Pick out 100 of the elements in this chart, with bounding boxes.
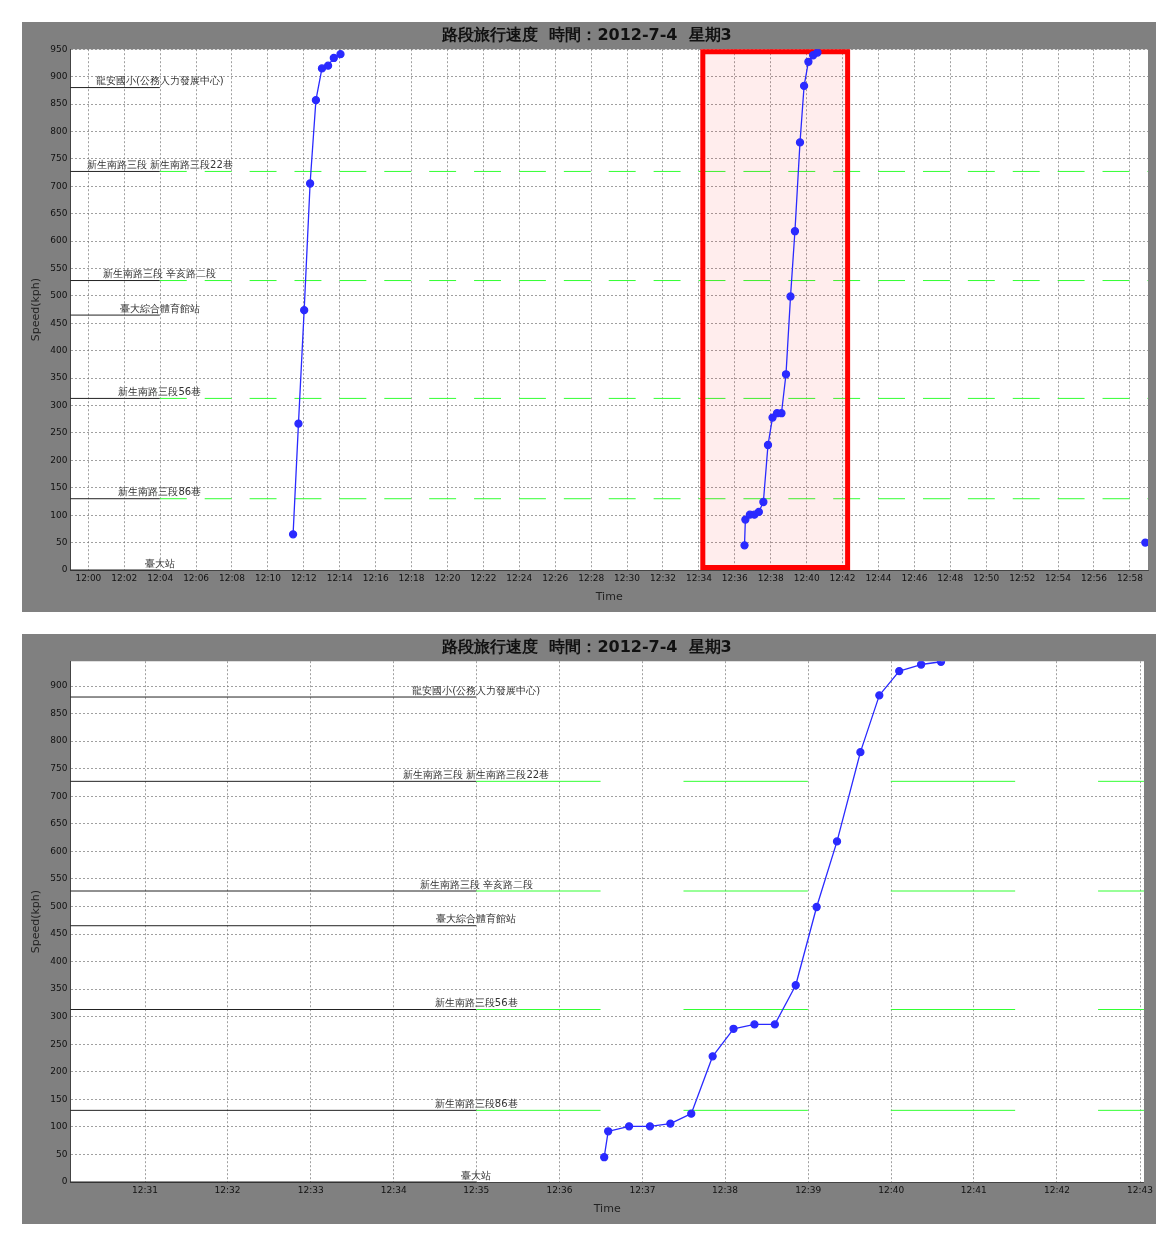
point xyxy=(781,370,791,379)
point xyxy=(288,530,298,539)
y-tick-label: 500 xyxy=(50,290,68,301)
x-tick-label: 12:56 xyxy=(1080,572,1108,583)
y-tick-label: 200 xyxy=(50,1066,68,1077)
x-tick-label: 12:32 xyxy=(649,572,676,583)
point xyxy=(856,747,865,757)
x-tick-label: 12:00 xyxy=(75,572,102,583)
point xyxy=(895,666,904,676)
x-tick-label: 12:08 xyxy=(219,572,246,583)
x-tick-label: 12:46 xyxy=(901,572,928,583)
ref-line-label: 臺大綜合體育館站 xyxy=(119,302,200,314)
ref-line-label: 新生南路三段 新生南路三段22巷 xyxy=(86,159,233,171)
x-tick-label: 12:26 xyxy=(542,572,569,583)
x-tick-label: 12:33 xyxy=(297,1184,324,1195)
y-tick-label: 300 xyxy=(50,399,68,410)
x-tick-label: 12:37 xyxy=(629,1184,656,1195)
x-tick-label: 12:10 xyxy=(255,572,282,583)
y-tick-label: 850 xyxy=(50,707,68,718)
y-tick-label: 950 xyxy=(50,43,68,54)
x-tick-label: 12:28 xyxy=(578,572,605,583)
x-tick-label: 12:30 xyxy=(614,572,641,583)
point xyxy=(795,138,805,147)
x-tick-label: 12:54 xyxy=(1045,572,1072,583)
y-tick-label: 850 xyxy=(50,98,68,109)
point xyxy=(311,96,321,105)
x-tick-label: 12:36 xyxy=(546,1184,573,1195)
point xyxy=(790,227,800,236)
x-tick-label: 12:40 xyxy=(878,1184,905,1195)
x-tick-label: 12:42 xyxy=(829,572,856,583)
point xyxy=(300,306,309,315)
x-tick-label: 12:43 xyxy=(1127,1184,1153,1195)
ref-line-label: 龍安國小(公務人力發展中心) xyxy=(95,75,224,87)
x-tick-label: 12:38 xyxy=(757,572,784,583)
x-tick-label: 12:50 xyxy=(973,572,1000,583)
point xyxy=(770,1020,779,1029)
point xyxy=(624,1122,634,1131)
point xyxy=(754,507,763,517)
y-tick-label: 800 xyxy=(50,735,68,746)
y-tick-label: 900 xyxy=(50,70,68,81)
point xyxy=(336,49,345,59)
y-tick-label: 600 xyxy=(50,235,68,246)
y-tick-label: 150 xyxy=(50,482,68,493)
x-tick-label: 12:24 xyxy=(506,572,533,583)
x-tick-label: 12:40 xyxy=(793,572,820,583)
point xyxy=(759,497,768,507)
point xyxy=(763,440,773,450)
point xyxy=(604,1127,613,1136)
chart-title: 路段旅行速度 時間：2012-7-4 星期3 xyxy=(441,636,732,656)
point xyxy=(832,837,842,846)
y-tick-label: 500 xyxy=(50,900,68,911)
y-tick-label: 250 xyxy=(50,427,68,438)
y-tick-label: 0 xyxy=(61,564,68,575)
x-tick-label: 12:34 xyxy=(685,572,713,583)
x-tick-label: 12:58 xyxy=(1116,572,1144,583)
point xyxy=(804,57,813,66)
y-tick-label: 700 xyxy=(50,180,68,191)
ref-line-label: 臺大站 xyxy=(461,1169,492,1181)
point xyxy=(812,902,821,912)
y-tick-label: 400 xyxy=(50,345,68,356)
point xyxy=(875,691,884,700)
x-tick-label: 12:32 xyxy=(214,1184,241,1195)
y-tick-label: 200 xyxy=(50,454,68,465)
x-tick-label: 12:35 xyxy=(463,1184,490,1195)
y-tick-label: 350 xyxy=(50,983,68,994)
ref-line-label: 新生南路三段 辛亥路二段 xyxy=(419,878,533,890)
point xyxy=(305,179,315,188)
point xyxy=(791,981,800,990)
x-tick-label: 12:42 xyxy=(1043,1184,1070,1195)
x-tick-label: 12:04 xyxy=(147,572,174,583)
x-tick-label: 12:48 xyxy=(937,572,964,583)
point xyxy=(916,661,926,669)
point xyxy=(740,541,749,550)
y-tick-label: 900 xyxy=(50,680,68,691)
y-tick-label: 50 xyxy=(55,536,68,547)
ref-line-label: 新生南路三段56巷 xyxy=(434,997,518,1009)
point xyxy=(799,81,809,91)
ref-line-label: 新生南路三段86巷 xyxy=(118,486,202,498)
y-tick-label: 700 xyxy=(50,790,68,801)
chart-title: 路段旅行速度 時間：2012-7-4 星期3 xyxy=(441,24,732,44)
point xyxy=(294,419,303,428)
y-tick-label: 600 xyxy=(50,845,68,856)
x-tick-label: 12:22 xyxy=(470,572,497,583)
point xyxy=(600,1153,609,1162)
ref-line-label: 龍安國小(公務人力發展中心) xyxy=(412,684,541,696)
x-tick-label: 12:31 xyxy=(132,1184,158,1195)
y-axis-title: Speed(kph) xyxy=(29,277,43,342)
x-tick-label: 12:52 xyxy=(1009,572,1036,583)
y-tick-label: 400 xyxy=(50,955,68,966)
x-tick-label: 12:44 xyxy=(865,572,892,583)
ref-line-label: 臺大綜合體育館站 xyxy=(436,913,517,925)
y-tick-label: 450 xyxy=(50,317,68,328)
point xyxy=(1141,538,1148,547)
y-tick-label: 650 xyxy=(50,818,68,829)
x-tick-label: 12:14 xyxy=(326,572,353,583)
point xyxy=(741,515,750,524)
y-tick-label: 650 xyxy=(50,208,68,219)
y-tick-label: 750 xyxy=(50,153,68,164)
y-tick-label: 250 xyxy=(50,1038,68,1049)
ref-line-label: 新生南路三段 新生南路三段22巷 xyxy=(403,768,550,780)
